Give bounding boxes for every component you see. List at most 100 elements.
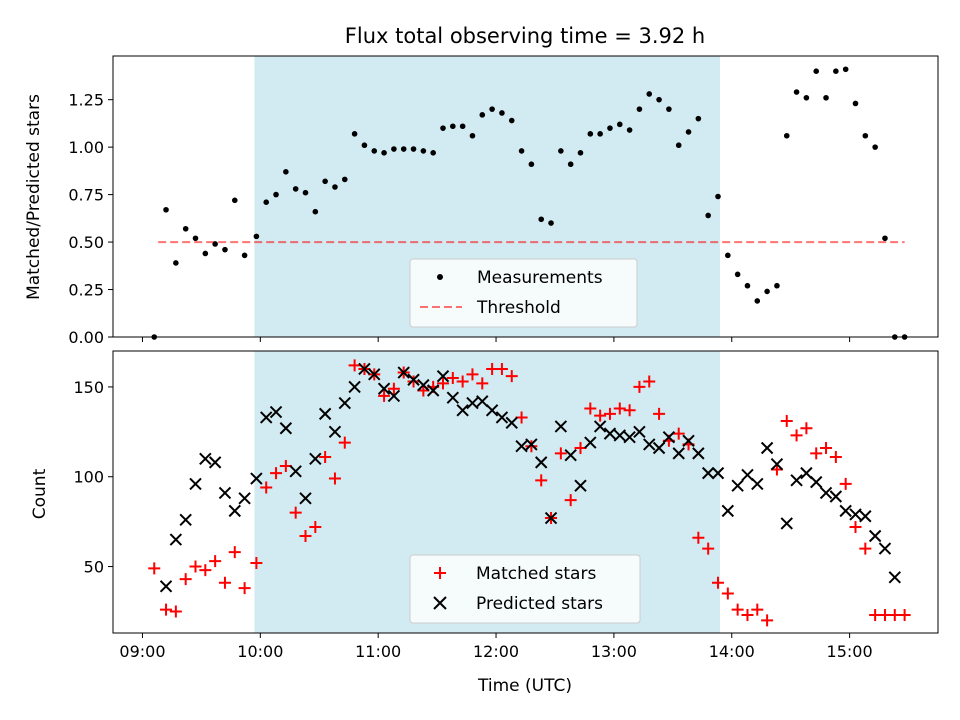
matched-star-point [515, 411, 528, 424]
matched-star-point [456, 375, 469, 388]
measurement-point [754, 298, 761, 304]
measurement-point [774, 282, 780, 289]
measurement-point [391, 146, 397, 152]
measurement-point [202, 250, 209, 257]
predicted-star-point [692, 447, 705, 460]
predicted-star-point [701, 466, 715, 480]
predicted-star-point [780, 517, 793, 530]
predicted-star-point [228, 504, 241, 518]
predicted-star-point [525, 438, 538, 451]
legend-matched-marker [434, 567, 446, 579]
predicted-star-point [564, 448, 577, 462]
matched-star-point [554, 447, 567, 460]
matched-star-point [800, 422, 813, 435]
measurement-point [616, 121, 623, 128]
measurement-point [273, 191, 279, 198]
predicted-star-point [426, 384, 440, 397]
measurement-point [626, 127, 633, 133]
measurement-point [528, 161, 535, 168]
ratio-y-tick-label: 0.50 [68, 233, 104, 252]
measurement-point [489, 106, 495, 112]
matched-star-point [535, 474, 548, 487]
count-y-axis-label: Count [30, 468, 50, 519]
count-y-tick-label: 100 [73, 468, 104, 487]
matched-star-point [574, 441, 587, 454]
predicted-star-point [348, 380, 361, 394]
predicted-star-point [417, 378, 430, 392]
predicted-star-point [751, 477, 764, 491]
count-y-tick-label: 50 [84, 558, 104, 577]
matched-star-point [218, 576, 231, 589]
matched-star-point [820, 441, 833, 454]
predicted-star-point [721, 504, 735, 518]
matched-star-point [761, 614, 774, 627]
predicted-star-point [878, 542, 892, 555]
matched-star-point [328, 472, 341, 485]
matched-star-point [712, 576, 724, 589]
measurement-point [332, 184, 338, 190]
x-tick-label: 10:00 [237, 642, 283, 661]
measurement-point [508, 117, 515, 124]
predicted-star-point [476, 395, 489, 408]
predicted-star-point [584, 436, 597, 449]
predicted-star-point [309, 452, 322, 465]
measurement-point [241, 252, 248, 259]
measurement-point [813, 68, 820, 74]
measurement-point [400, 146, 407, 152]
measurement-point [666, 106, 672, 112]
predicted-star-point [299, 492, 312, 505]
x-tick-label: 13:00 [591, 642, 637, 661]
measurement-point [715, 193, 721, 200]
predicted-star-point [159, 580, 173, 593]
predicted-star-point [199, 452, 212, 465]
ratio-y-tick-label: 0.75 [68, 186, 104, 205]
measurement-point [607, 125, 613, 131]
predicted-star-point [810, 475, 823, 489]
measurement-point [263, 199, 270, 205]
predicted-star-point [238, 492, 251, 505]
predicted-star-point [387, 389, 401, 403]
measurement-point [734, 271, 741, 278]
ratio-y-tick-label: 0.25 [68, 281, 104, 300]
measurement-point [312, 208, 319, 215]
measurement-point [231, 197, 238, 204]
predicted-star-point [397, 366, 410, 379]
measurement-point [842, 66, 849, 73]
matched-star-point [189, 560, 202, 573]
matched-star-point [672, 427, 685, 440]
measurement-point [656, 96, 662, 103]
matched-star-point [466, 368, 479, 381]
predicted-star-point [839, 504, 852, 518]
measurement-point [783, 132, 790, 139]
measurement-point [833, 68, 839, 74]
predicted-star-point [770, 457, 784, 471]
ratio-y-tick-label: 1.00 [68, 138, 104, 157]
matched-star-point [199, 564, 212, 577]
matched-star-point [780, 415, 793, 428]
matched-star-point [564, 494, 577, 507]
measurement-point [371, 148, 378, 154]
measurement-point [420, 148, 427, 154]
legend-predicted-label: Predicted stars [476, 594, 603, 614]
matched-star-point [898, 609, 911, 622]
matched-star-point [653, 407, 666, 420]
predicted-star-point [208, 456, 222, 469]
matched-star-point [446, 371, 459, 384]
predicted-star-point [593, 420, 607, 433]
x-tick-label: 14:00 [709, 642, 755, 661]
measurement-point [253, 233, 260, 240]
matched-star-point [387, 382, 400, 395]
matched-star-point [702, 542, 715, 555]
measurement-point [567, 161, 574, 168]
predicted-star-point [179, 513, 192, 527]
predicted-star-point [623, 431, 636, 444]
x-axis-label: Time (UTC) [477, 676, 572, 696]
matched-star-point [260, 481, 273, 494]
matched-star-point [250, 556, 263, 569]
predicted-star-point [169, 533, 183, 546]
measurement-point [192, 235, 199, 242]
matched-star-point [407, 375, 420, 388]
matched-star-point [721, 587, 734, 600]
matched-star-point [790, 429, 803, 442]
predicted-star-point [574, 479, 587, 492]
